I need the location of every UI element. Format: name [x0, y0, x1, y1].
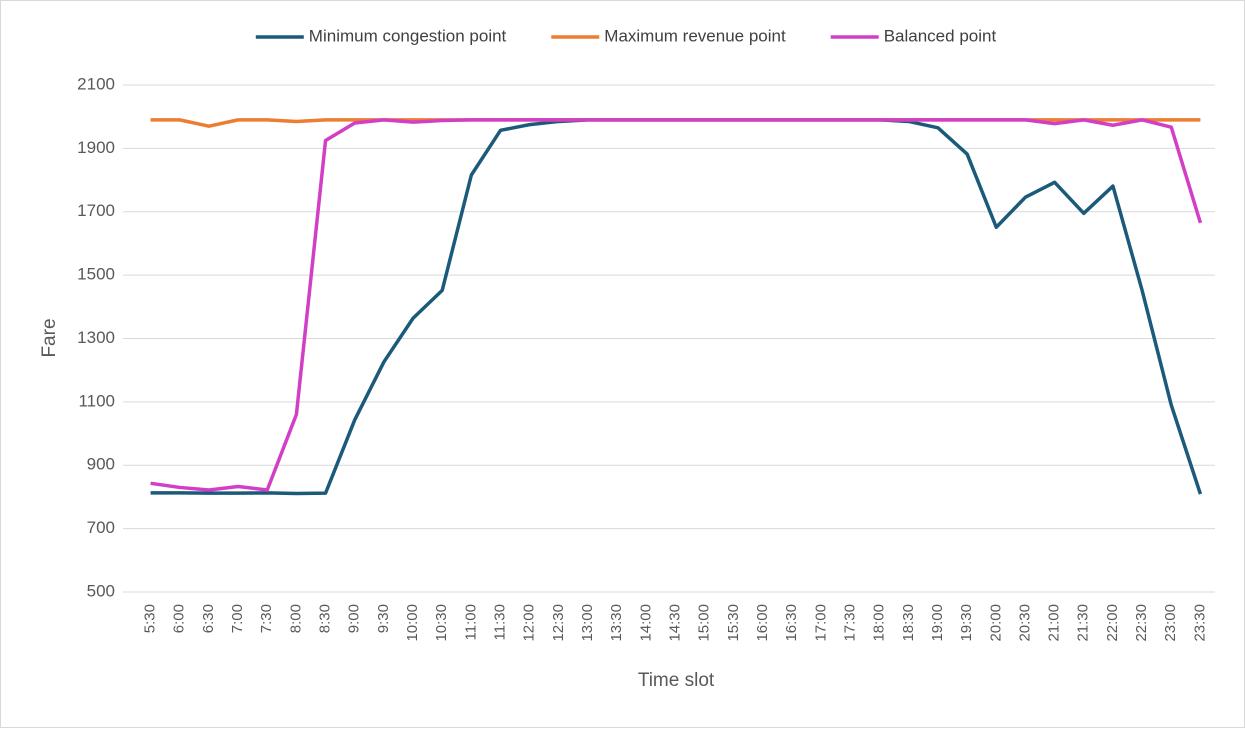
x-tick-label: 16:30 [783, 604, 800, 642]
y-tick-label: 2100 [77, 74, 115, 93]
x-tick-label: 7:30 [258, 604, 275, 633]
x-tick-label: 18:00 [871, 604, 888, 642]
x-tick-label: 10:00 [404, 604, 421, 642]
x-tick-label: 11:30 [491, 604, 508, 640]
y-tick-label: 500 [87, 581, 115, 600]
x-axis-title: Time slot [638, 670, 715, 691]
y-tick-label: 1700 [77, 201, 115, 220]
x-tick-label: 19:30 [958, 604, 975, 642]
x-tick-label: 7:00 [229, 604, 246, 633]
y-tick-label: 700 [87, 518, 115, 537]
x-tick-label: 17:30 [841, 604, 858, 642]
x-tick-label: 15:00 [696, 604, 713, 642]
legend-label: Maximum revenue point [604, 26, 786, 45]
x-tick-label: 21:00 [1046, 604, 1063, 642]
x-tick-label: 22:30 [1133, 604, 1150, 642]
legend-label: Minimum congestion point [309, 26, 507, 45]
x-tick-label: 23:30 [1191, 604, 1208, 642]
x-tick-label: 13:00 [579, 604, 596, 642]
x-tick-label: 12:30 [550, 604, 567, 642]
x-tick-label: 12:00 [521, 604, 538, 642]
y-tick-label: 1500 [77, 265, 115, 284]
x-tick-label: 8:30 [317, 604, 334, 633]
y-tick-label: 900 [87, 455, 115, 474]
y-tick-label: 1300 [77, 328, 115, 347]
x-tick-label: 16:00 [754, 604, 771, 642]
x-tick-label: 23:00 [1162, 604, 1179, 642]
x-tick-label: 9:00 [346, 604, 363, 633]
x-tick-label: 21:30 [1075, 604, 1092, 642]
x-tick-label: 13:30 [608, 604, 625, 642]
y-tick-label: 1900 [77, 138, 115, 157]
x-tick-label: 20:00 [987, 604, 1004, 642]
x-tick-label: 14:00 [637, 604, 654, 642]
x-tick-label: 19:00 [929, 604, 946, 642]
x-tick-label: 9:30 [375, 604, 392, 633]
x-tick-label: 18:30 [900, 604, 917, 642]
x-tick-label: 20:30 [1016, 604, 1033, 642]
x-tick-label: 11:00 [462, 604, 479, 640]
x-tick-label: 5:30 [142, 604, 159, 633]
legend-label: Balanced point [884, 26, 997, 45]
x-tick-label: 15:30 [725, 604, 742, 642]
x-tick-label: 8:00 [287, 604, 304, 633]
y-tick-label: 1100 [78, 391, 115, 410]
x-tick-label: 6:30 [200, 604, 217, 633]
y-axis-title: Fare [39, 318, 60, 357]
series-line [150, 118, 1203, 492]
x-tick-label: 10:30 [433, 604, 450, 642]
x-tick-label: 14:30 [666, 604, 683, 642]
x-tick-label: 6:00 [171, 604, 188, 633]
x-tick-label: 22:00 [1104, 604, 1121, 642]
x-tick-label: 17:00 [812, 604, 829, 642]
